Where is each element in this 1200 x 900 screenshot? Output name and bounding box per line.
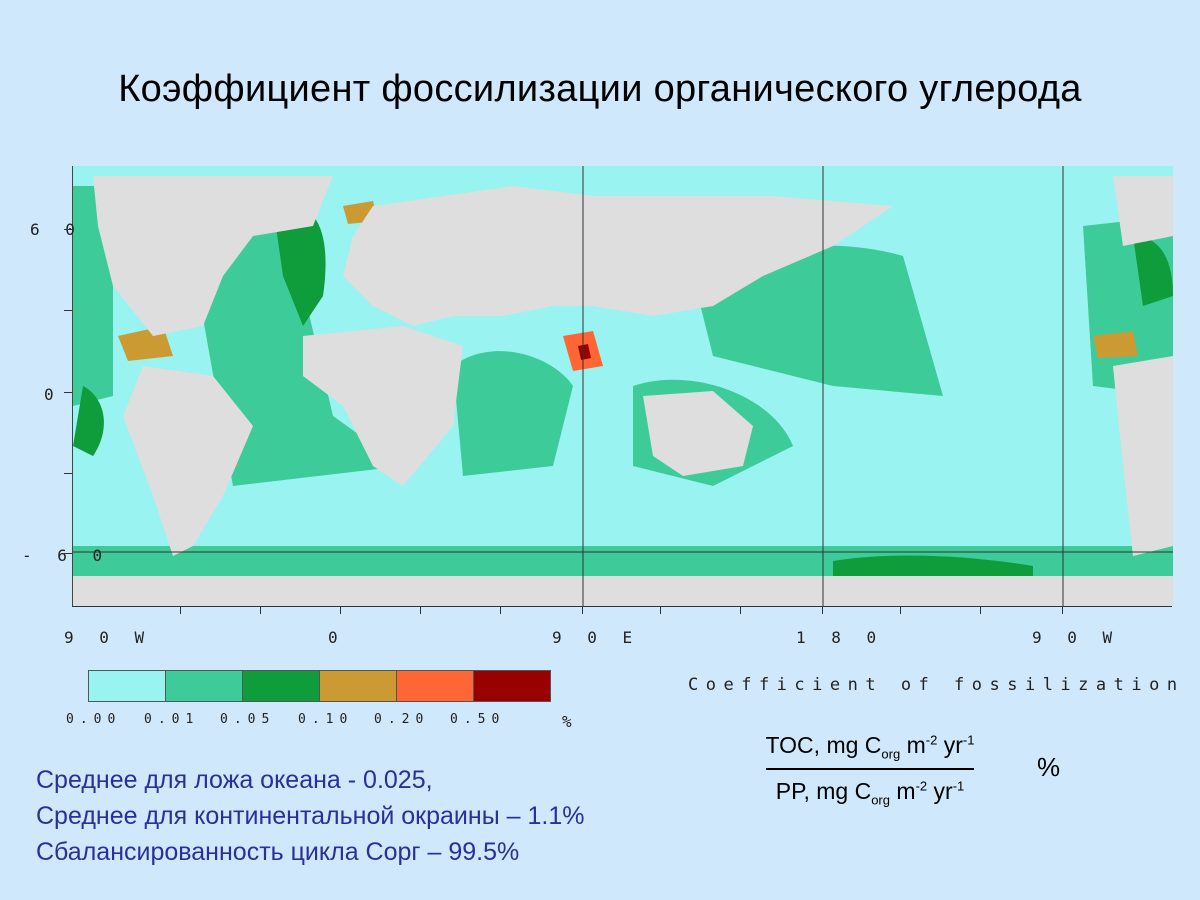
legend-swatch-4 (320, 671, 397, 701)
lon-tick-11 (980, 606, 981, 614)
formula-numerator: TOC, mg Corg m-2 yr-1 (766, 732, 975, 770)
lat-tick-60s (64, 553, 72, 554)
legend-swatch-2 (166, 671, 243, 701)
lon-label-90e: 9 0 E (552, 628, 640, 647)
lat-tick-30s (64, 473, 72, 474)
legend-tick-4: 0.20 (374, 712, 429, 727)
lon-tick-1 (180, 606, 181, 614)
legend-tick-3: 0.10 (298, 712, 353, 727)
color-legend (88, 670, 551, 702)
legend-swatch-3 (243, 671, 320, 701)
lon-tick-12 (1062, 606, 1063, 614)
lon-tick-10 (900, 606, 901, 614)
lon-tick-9 (822, 606, 823, 614)
legend-tick-2: 0.05 (220, 712, 275, 727)
legend-tick-5: 0.50 (450, 712, 505, 727)
world-map (72, 166, 1173, 606)
page-title: Коэффициент фоссилизации органического у… (0, 68, 1200, 111)
lon-tick-8 (740, 606, 741, 614)
lat-tick-60n (64, 229, 72, 230)
formula-unit: % (1037, 752, 1060, 783)
formula: TOC, mg Corg m-2 yr-1 PP, mg Corg m-2 yr… (720, 732, 1020, 807)
lon-label-180: 1 8 0 (796, 628, 884, 647)
lon-label-90w-right: 9 0 W (1032, 628, 1120, 647)
lon-axis-line (72, 606, 1172, 607)
lat-label-60s: - 6 0 (22, 546, 110, 565)
lat-tick-0 (64, 392, 72, 393)
summary-line-2: Среднее для континентальной окраины – 1.… (36, 798, 584, 834)
lon-tick-7 (660, 606, 661, 614)
legend-swatch-6 (474, 671, 550, 701)
lon-tick-4 (420, 606, 421, 614)
legend-tick-0: 0.00 (66, 712, 121, 727)
summary-text: Среднее для ложа океана - 0.025, Среднее… (36, 762, 584, 870)
legend-swatch-1 (89, 671, 166, 701)
legend-tick-unit: % (562, 712, 578, 731)
lon-tick-6 (582, 606, 583, 614)
lat-tick-30n (64, 310, 72, 311)
lat-label-0: 0 (44, 385, 62, 404)
formula-denominator: PP, mg Corg m-2 yr-1 (720, 770, 1020, 808)
lon-label-0: 0 (328, 628, 346, 647)
lat-label-60n: 6 0 (30, 220, 83, 239)
legend-caption: Coefficient of fossilization (688, 675, 1185, 695)
lon-tick-3 (340, 606, 341, 614)
summary-line-3: Сбалансированность цикла Сорг – 99.5% (36, 834, 584, 870)
summary-line-1: Среднее для ложа океана - 0.025, (36, 762, 584, 798)
lon-tick-5 (500, 606, 501, 614)
legend-tick-1: 0.01 (144, 712, 199, 727)
lon-tick-2 (260, 606, 261, 614)
legend-swatch-5 (397, 671, 474, 701)
lon-label-90w-left: 9 0 W (64, 628, 152, 647)
map-svg (73, 166, 1173, 606)
